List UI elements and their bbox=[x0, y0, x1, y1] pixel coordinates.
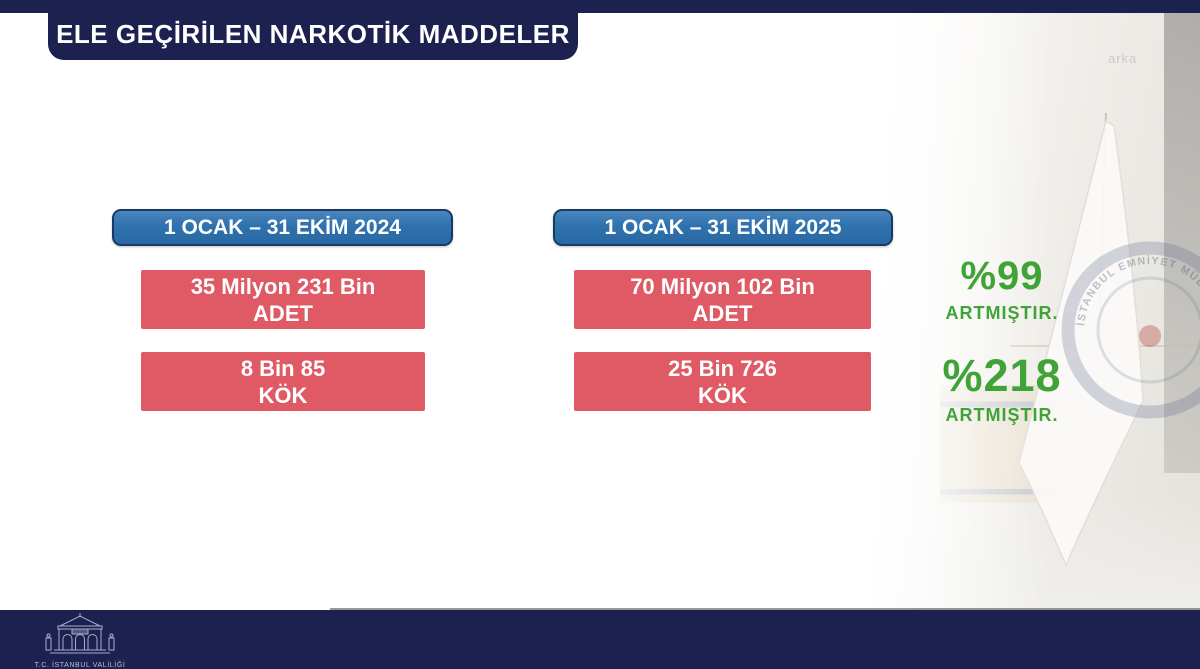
period-label-2024: 1 OCAK – 31 EKİM 2024 bbox=[164, 215, 401, 239]
change-percent-adet: %99 bbox=[960, 254, 1044, 298]
change-percent-kok: %218 bbox=[942, 350, 1062, 401]
page-title: ELE GEÇİRİLEN NARKOTİK MADDELER bbox=[56, 18, 570, 49]
photo-left-fade bbox=[870, 13, 1200, 610]
stat-unit: ADET bbox=[253, 300, 313, 326]
istanbul-governorship-logo: T.C. İSTANBUL VALİLİĞİ bbox=[28, 612, 132, 669]
stat-box-2025-kok: 25 Bin 726 KÖK bbox=[574, 352, 871, 411]
stat-unit: KÖK bbox=[258, 382, 308, 408]
org-name: T.C. İSTANBUL VALİLİĞİ bbox=[34, 662, 126, 669]
stat-box-2024-adet: 35 Milyon 231 Bin ADET bbox=[141, 270, 425, 329]
stat-unit: ADET bbox=[692, 300, 753, 326]
change-callouts: %99 ARTMIŞTIR. %218 ARTMIŞTIR. bbox=[918, 256, 1086, 426]
stat-value: 8 Bin 85 bbox=[240, 355, 326, 381]
stat-unit: KÖK bbox=[698, 382, 747, 408]
stat-value: 25 Bin 726 bbox=[668, 355, 777, 381]
period-header-2024: 1 OCAK – 31 EKİM 2024 bbox=[112, 209, 453, 246]
photo-bottom-shadow bbox=[330, 608, 1200, 610]
office-photo: İSTANBUL EMNİYET MÜDÜRLÜĞÜ arka bbox=[870, 13, 1200, 610]
title-banner: ELE GEÇİRİLEN NARKOTİK MADDELER bbox=[48, 0, 578, 60]
government-building-icon bbox=[45, 613, 115, 654]
period-header-2025: 1 OCAK – 31 EKİM 2025 bbox=[553, 209, 893, 246]
period-label-2025: 1 OCAK – 31 EKİM 2025 bbox=[604, 215, 842, 239]
stat-value: 35 Milyon 231 Bin bbox=[190, 273, 376, 299]
stat-value: 70 Milyon 102 Bin bbox=[630, 273, 815, 299]
change-label-adet: ARTMIŞTIR. bbox=[945, 303, 1059, 323]
change-label-kok: ARTMIŞTIR. bbox=[945, 405, 1059, 425]
stat-box-2024-kok: 8 Bin 85 KÖK bbox=[141, 352, 425, 411]
footer-bar: T.C. İSTANBUL VALİLİĞİ bbox=[0, 610, 1200, 669]
stat-box-2025-adet: 70 Milyon 102 Bin ADET bbox=[574, 270, 871, 329]
